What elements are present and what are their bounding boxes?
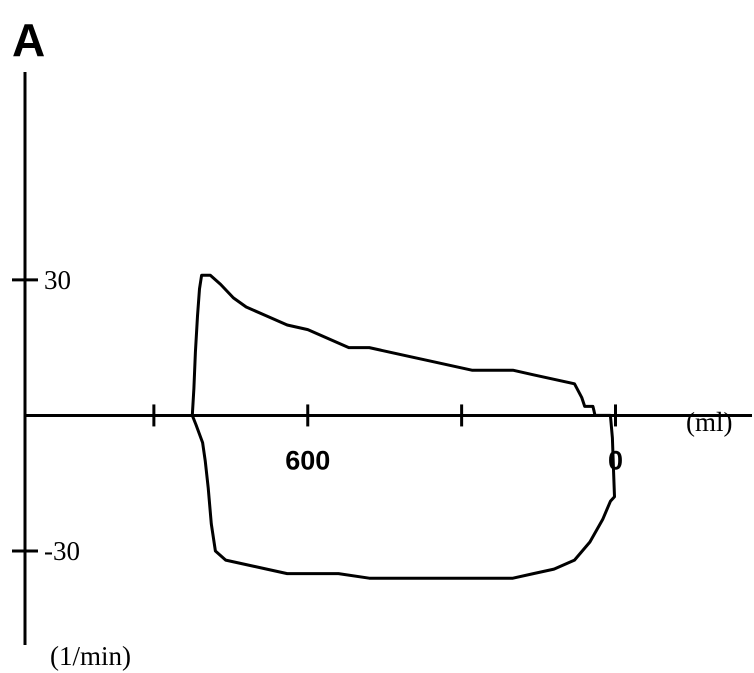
y-axis-label: (1/min) [50,641,131,671]
x-tick-label: 600 [285,445,330,475]
y-tick-label: 30 [44,265,71,295]
y-ticks: 30 -30 [12,265,80,566]
x-tick-label: 0 [608,445,623,475]
x-ticks: 600 0 [152,404,623,475]
x-axis-label: (ml) [686,407,733,437]
y-tick-label: -30 [44,536,80,566]
panel-label: A [12,14,45,66]
flow-volume-loop [190,273,616,580]
